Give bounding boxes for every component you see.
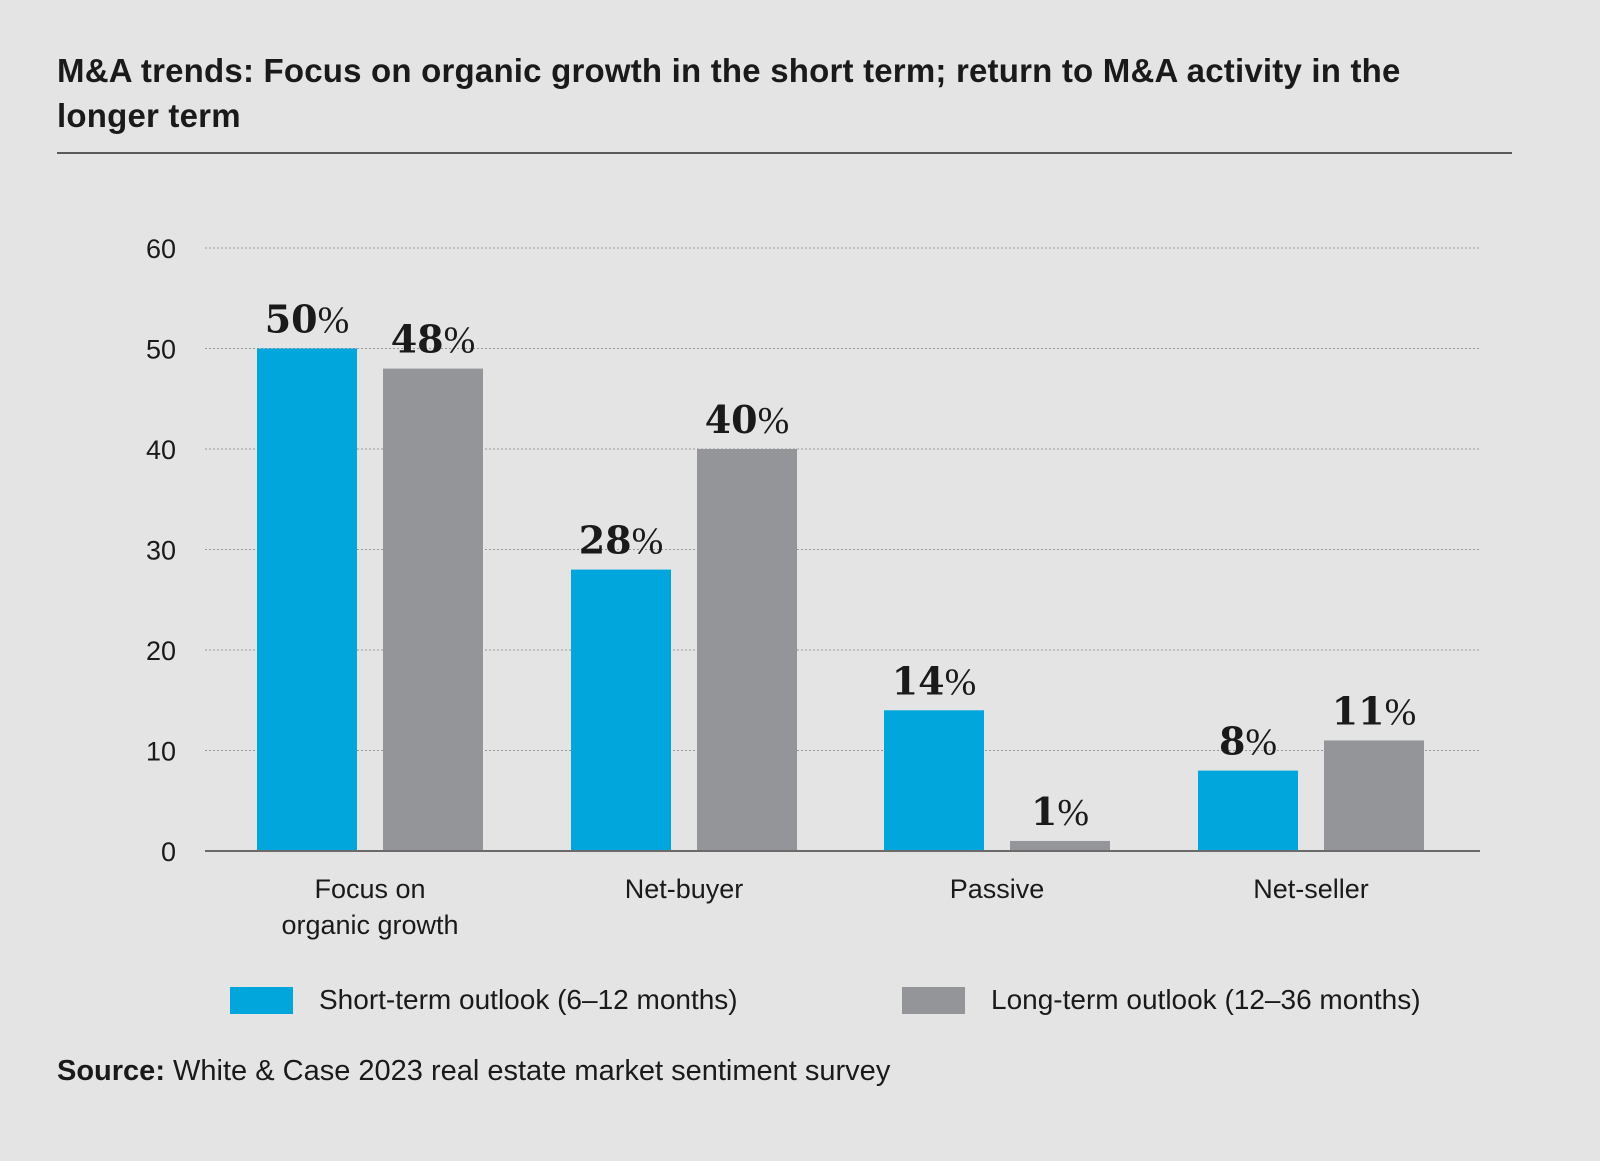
data-label-value: 48 — [391, 317, 444, 362]
data-label-suffix: % — [318, 300, 350, 342]
y-tick-label: 20 — [146, 636, 176, 666]
x-tick-label: Net-buyer — [625, 874, 744, 904]
bar-short-term — [884, 710, 984, 851]
bar-long-term — [1010, 840, 1110, 851]
data-label-suffix: % — [1385, 691, 1417, 733]
source-text: White & Case 2023 real estate market sen… — [173, 1055, 891, 1087]
data-label-suffix: % — [632, 521, 664, 563]
bar-short-term — [257, 348, 357, 851]
data-label-value: 40 — [705, 397, 758, 442]
data-label: 40% — [705, 397, 790, 442]
legend-label-short-term: Short-term outlook (6–12 months) — [319, 984, 738, 1015]
y-tick-label: 30 — [146, 536, 176, 566]
legend-swatch-short-term — [230, 986, 293, 1014]
x-tick-label: Net-seller — [1253, 874, 1369, 904]
bar-short-term — [571, 569, 671, 851]
data-label: 11% — [1332, 688, 1417, 733]
bar-short-term — [1198, 770, 1298, 851]
y-tick-label: 40 — [146, 435, 176, 465]
bar-long-term — [383, 368, 483, 851]
data-label-value: 1 — [1031, 789, 1057, 834]
data-label: 28% — [579, 518, 664, 563]
data-label-value: 8 — [1219, 719, 1245, 764]
source-label: Source: — [57, 1055, 165, 1087]
data-label-suffix: % — [758, 400, 790, 442]
bar-long-term — [1324, 740, 1424, 851]
source-note: Source: White & Case 2023 real estate ma… — [57, 1055, 890, 1088]
data-label: 1% — [1031, 789, 1089, 834]
chart-title: M&A trends: Focus on organic growth in t… — [57, 52, 1401, 134]
data-label-value: 50 — [265, 297, 318, 342]
data-label-value: 11 — [1332, 688, 1385, 733]
x-tick-label: organic growth — [281, 910, 458, 940]
data-label-value: 14 — [892, 658, 945, 703]
data-label-suffix: % — [444, 320, 476, 362]
title-divider — [57, 152, 1512, 154]
legend-label-long-term: Long-term outlook (12–36 months) — [991, 984, 1421, 1015]
data-label-suffix: % — [945, 661, 977, 703]
data-label: 8% — [1219, 719, 1277, 764]
data-label: 48% — [391, 317, 476, 362]
data-label: 50% — [265, 297, 350, 342]
bar-long-term — [697, 449, 797, 851]
legend-item-short-term: Short-term outlook (6–12 months) — [230, 984, 738, 1016]
legend-swatch-long-term — [902, 986, 965, 1014]
y-tick-label: 0 — [161, 837, 176, 867]
data-label-value: 28 — [579, 518, 632, 563]
y-tick-label: 60 — [146, 234, 176, 264]
data-label-suffix: % — [1245, 722, 1277, 764]
data-label: 14% — [892, 658, 977, 703]
data-label-suffix: % — [1057, 792, 1089, 834]
legend: Short-term outlook (6–12 months) Long-te… — [0, 984, 1600, 1016]
x-tick-label: Focus on — [314, 874, 425, 904]
x-tick-label: Passive — [950, 874, 1045, 904]
y-tick-label: 50 — [146, 335, 176, 365]
y-tick-label: 10 — [146, 737, 176, 767]
legend-item-long-term: Long-term outlook (12–36 months) — [902, 984, 1421, 1016]
